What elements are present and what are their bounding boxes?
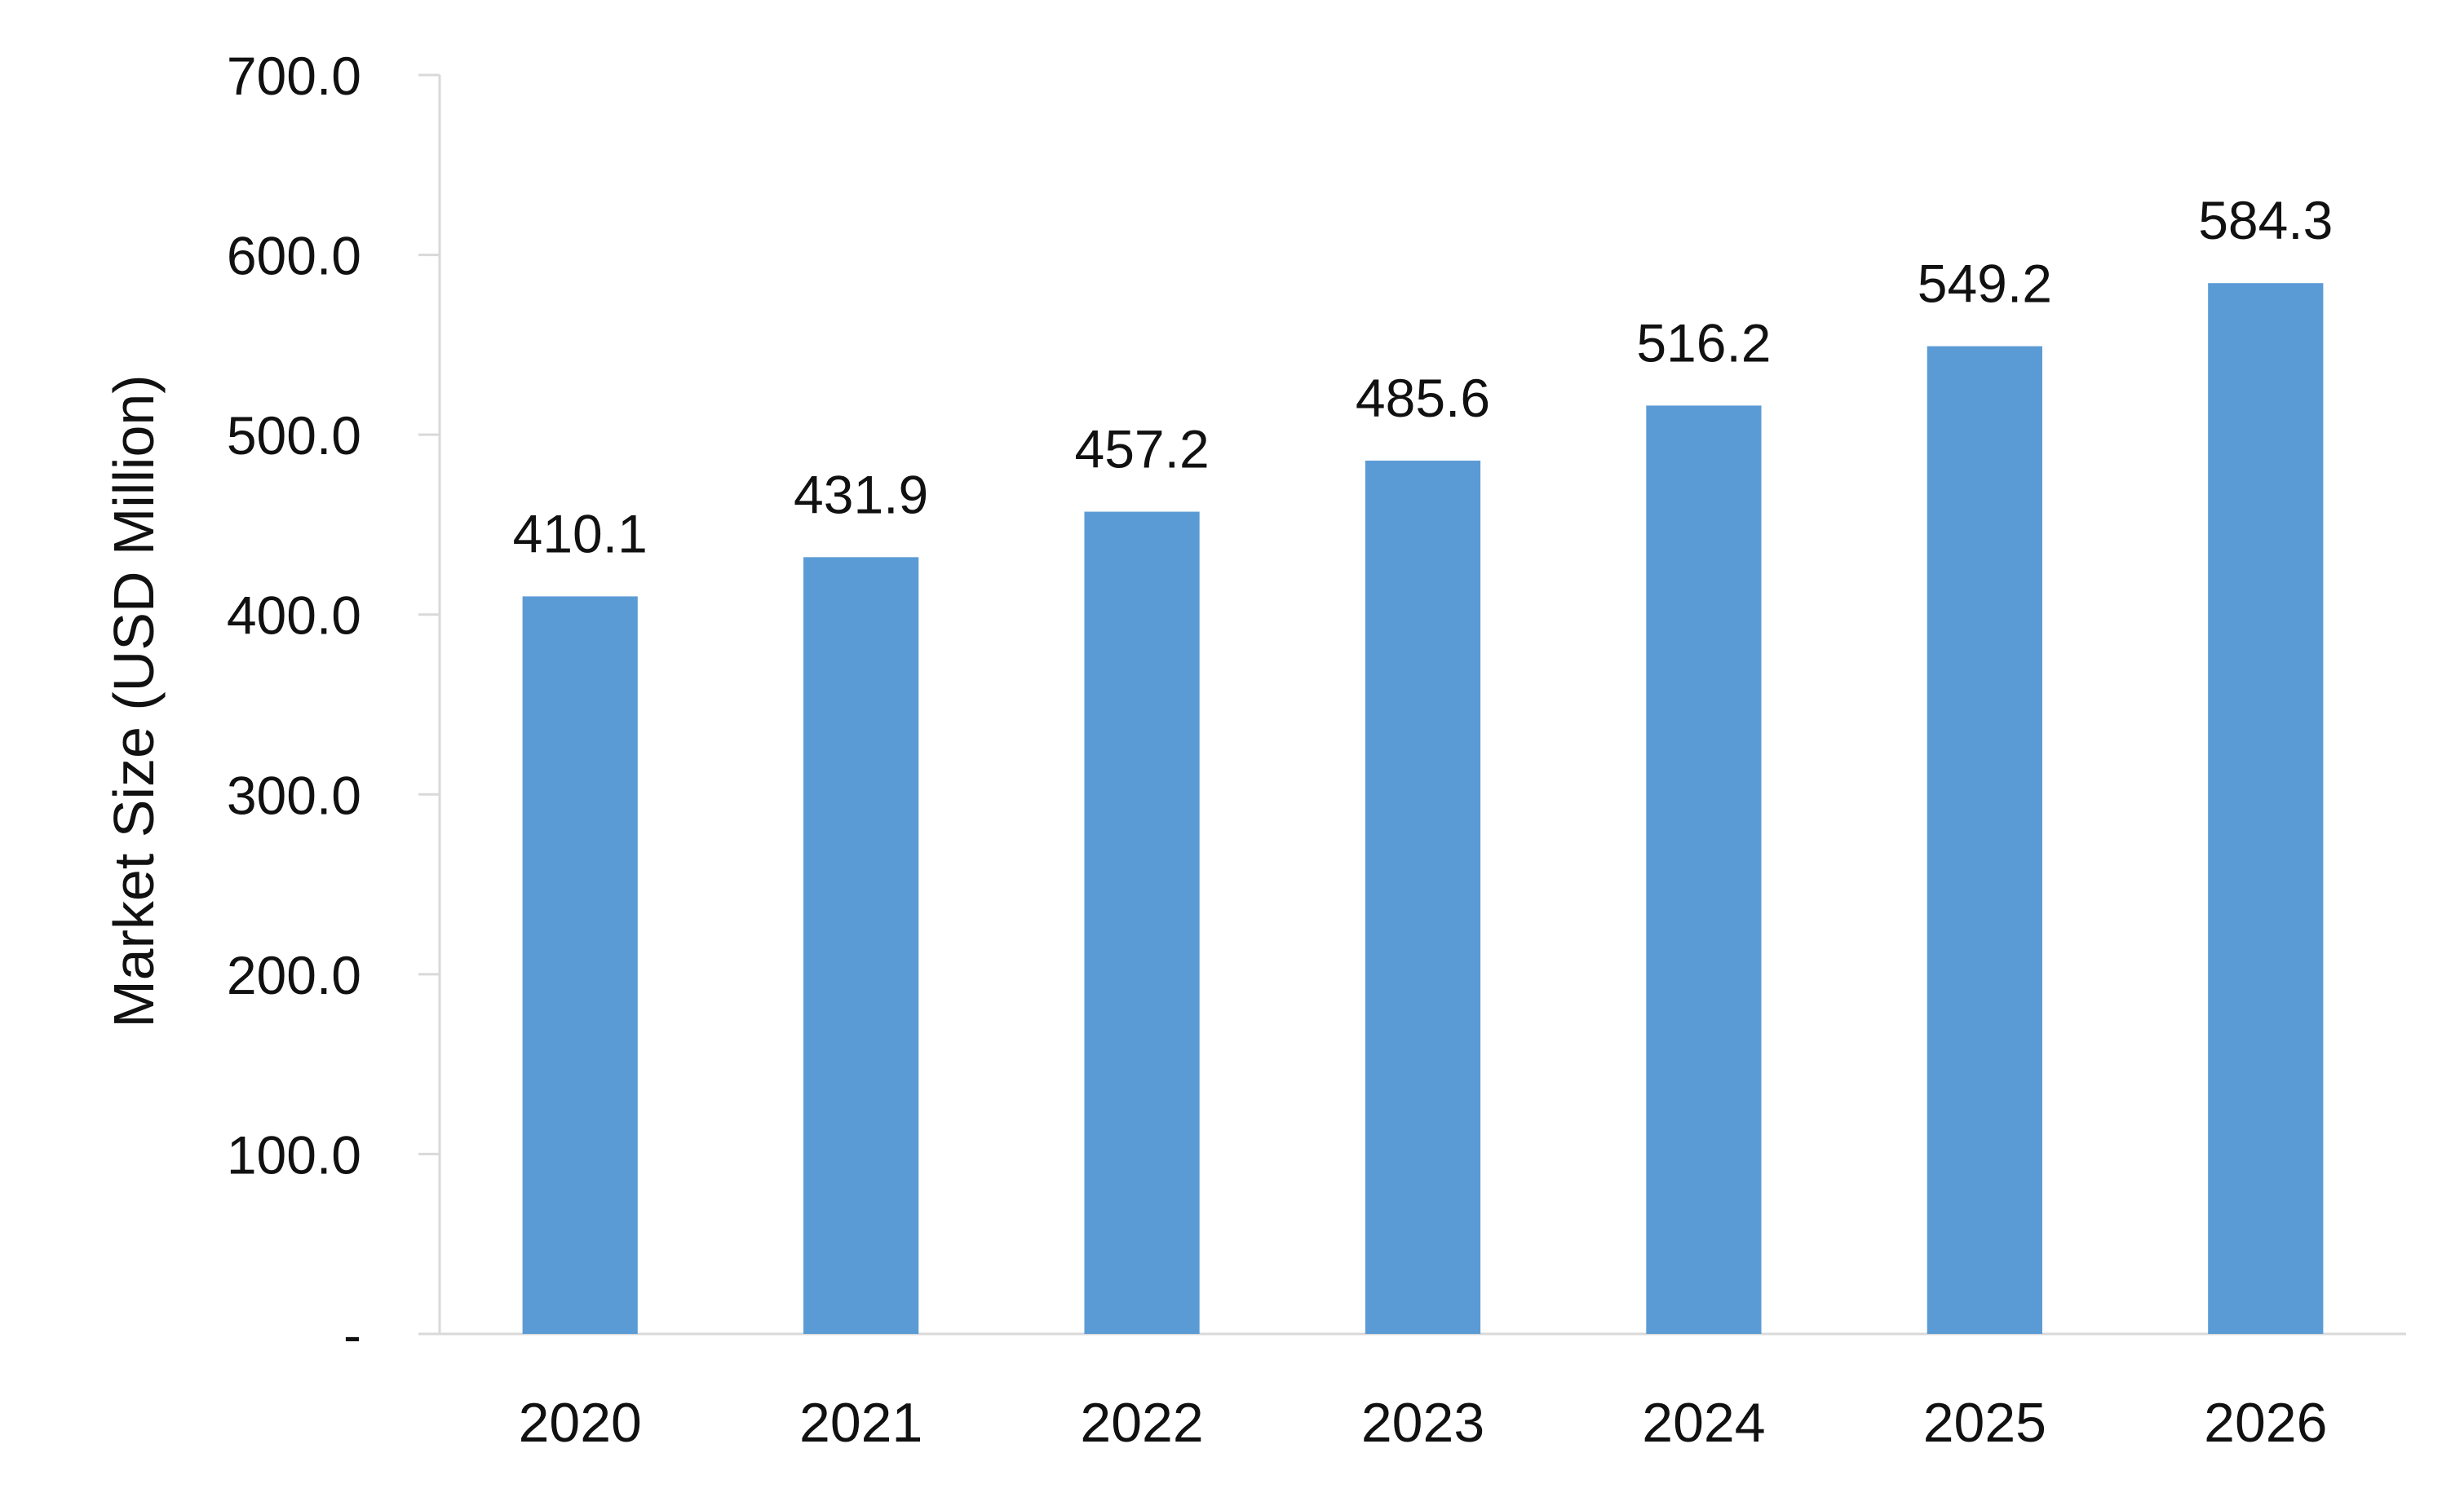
y-tick-label: 600.0	[227, 226, 361, 286]
bar-value-label: 457.2	[1074, 419, 1209, 479]
bar[interactable]	[1646, 405, 1762, 1334]
bar-value-label: 431.9	[794, 464, 928, 524]
bar-value-label: 485.6	[1356, 368, 1490, 428]
y-tick-label: 700.0	[227, 46, 361, 106]
bar[interactable]	[1927, 346, 2042, 1334]
x-tick-label: 2021	[799, 1392, 922, 1454]
y-tick-label: 200.0	[227, 945, 361, 1005]
bar[interactable]	[1084, 511, 1200, 1334]
bar[interactable]	[1365, 460, 1481, 1334]
x-tick-label: 2026	[2204, 1392, 2327, 1454]
bar-value-label: 549.2	[1918, 254, 2052, 314]
bar[interactable]	[2208, 283, 2324, 1334]
x-tick-label: 2020	[519, 1392, 642, 1454]
x-tick-label: 2022	[1080, 1392, 1203, 1454]
y-tick-label: 500.0	[227, 405, 361, 466]
bar[interactable]	[522, 596, 638, 1334]
y-axis: - 100.0 200.0 300.0 400.0 500.0 600.0 700.0	[227, 46, 441, 1365]
y-axis-title: Market Size (USD Million)	[102, 374, 166, 1027]
y-tick-label: 100.0	[227, 1124, 361, 1185]
y-tick-label: -	[343, 1305, 361, 1365]
y-tick-label: 400.0	[227, 585, 361, 646]
bar-value-label: 516.2	[1636, 312, 1771, 373]
x-tick-label: 2024	[1642, 1392, 1765, 1454]
bar-value-label: 584.3	[2198, 190, 2333, 250]
x-tick-label: 2025	[1923, 1392, 2046, 1454]
x-tick-label: 2023	[1361, 1392, 1484, 1454]
bars	[522, 283, 2324, 1334]
bar-value-label: 410.1	[513, 503, 648, 563]
y-tick-label: 300.0	[227, 765, 361, 825]
x-axis: 2020 2021 2022 2023 2024 2025 2026	[418, 1332, 2406, 1454]
data-labels: 410.1 431.9 457.2 485.6 516.2 549.2 584.3	[513, 190, 2334, 563]
bar[interactable]	[803, 557, 919, 1334]
